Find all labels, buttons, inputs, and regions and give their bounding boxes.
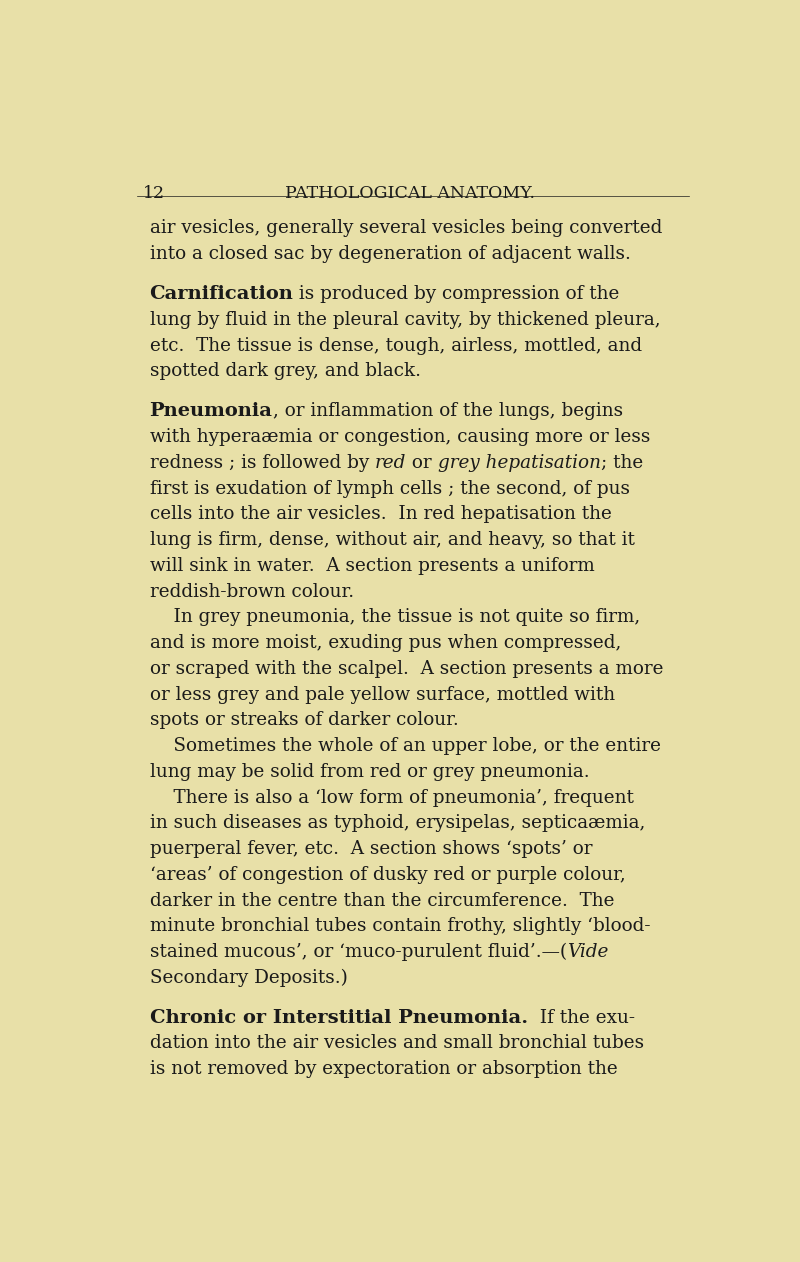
- Text: lung by fluid in the pleural cavity, by thickened pleura,: lung by fluid in the pleural cavity, by …: [150, 310, 660, 329]
- Text: puerperal fever, etc.  A section shows ‘spots’ or: puerperal fever, etc. A section shows ‘s…: [150, 840, 592, 858]
- Text: is produced by compression of the: is produced by compression of the: [294, 285, 620, 303]
- Text: 12: 12: [143, 186, 166, 202]
- Text: with hyperaæmia or congestion, causing more or less: with hyperaæmia or congestion, causing m…: [150, 428, 650, 445]
- Text: stained mucous’, or ‘muco-purulent fluid’.—(: stained mucous’, or ‘muco-purulent fluid…: [150, 943, 566, 962]
- Text: PATHOLOGICAL ANATOMY.: PATHOLOGICAL ANATOMY.: [285, 186, 535, 202]
- Text: spotted dark grey, and black.: spotted dark grey, and black.: [150, 362, 421, 380]
- Text: grey hepatisation: grey hepatisation: [438, 454, 601, 472]
- Text: Vide: Vide: [566, 943, 608, 962]
- Text: There is also a ‘low form of pneumonia’, frequent: There is also a ‘low form of pneumonia’,…: [150, 789, 634, 806]
- Text: or less grey and pale yellow surface, mottled with: or less grey and pale yellow surface, mo…: [150, 685, 614, 703]
- Text: Chronic or Interstitial Pneumonia.: Chronic or Interstitial Pneumonia.: [150, 1008, 528, 1027]
- Text: Pneumonia: Pneumonia: [150, 403, 273, 420]
- Text: , or inflammation of the lungs, begins: , or inflammation of the lungs, begins: [273, 403, 622, 420]
- Text: will sink in water.  A section presents a uniform: will sink in water. A section presents a…: [150, 557, 594, 574]
- Text: redness ; is followed by: redness ; is followed by: [150, 454, 374, 472]
- Text: ; the: ; the: [601, 454, 643, 472]
- Text: Secondary Deposits.): Secondary Deposits.): [150, 969, 347, 987]
- Text: is not removed by expectoration or absorption the: is not removed by expectoration or absor…: [150, 1060, 618, 1078]
- Text: Sometimes the whole of an upper lobe, or the entire: Sometimes the whole of an upper lobe, or…: [150, 737, 661, 755]
- Text: lung may be solid from red or grey pneumonia.: lung may be solid from red or grey pneum…: [150, 762, 590, 781]
- Text: into a closed sac by degeneration of adjacent walls.: into a closed sac by degeneration of adj…: [150, 245, 630, 264]
- Text: Carnification: Carnification: [150, 285, 294, 303]
- Text: first is exudation of lymph cells ; the second, of pus: first is exudation of lymph cells ; the …: [150, 480, 630, 497]
- Text: minute bronchial tubes contain frothy, slightly ‘blood-: minute bronchial tubes contain frothy, s…: [150, 917, 650, 935]
- Text: dation into the air vesicles and small bronchial tubes: dation into the air vesicles and small b…: [150, 1035, 644, 1053]
- Text: or scraped with the scalpel.  A section presents a more: or scraped with the scalpel. A section p…: [150, 660, 663, 678]
- Text: darker in the centre than the circumference.  The: darker in the centre than the circumfere…: [150, 891, 614, 910]
- Text: reddish-brown colour.: reddish-brown colour.: [150, 583, 354, 601]
- Text: lung is firm, dense, without air, and heavy, so that it: lung is firm, dense, without air, and he…: [150, 531, 634, 549]
- Text: In grey pneumonia, the tissue is not quite so firm,: In grey pneumonia, the tissue is not qui…: [150, 608, 640, 626]
- Text: red: red: [374, 454, 406, 472]
- Text: air vesicles, generally several vesicles being converted: air vesicles, generally several vesicles…: [150, 220, 662, 237]
- Text: in such diseases as typhoid, erysipelas, septicaæmia,: in such diseases as typhoid, erysipelas,…: [150, 814, 645, 833]
- Text: ‘areas’ of congestion of dusky red or purple colour,: ‘areas’ of congestion of dusky red or pu…: [150, 866, 626, 883]
- Text: If the exu-: If the exu-: [528, 1008, 634, 1027]
- Text: etc.  The tissue is dense, tough, airless, mottled, and: etc. The tissue is dense, tough, airless…: [150, 337, 642, 355]
- Text: cells into the air vesicles.  In red hepatisation the: cells into the air vesicles. In red hepa…: [150, 505, 611, 524]
- Text: and is more moist, exuding pus when compressed,: and is more moist, exuding pus when comp…: [150, 634, 621, 652]
- Text: or: or: [406, 454, 438, 472]
- Text: spots or streaks of darker colour.: spots or streaks of darker colour.: [150, 712, 458, 729]
